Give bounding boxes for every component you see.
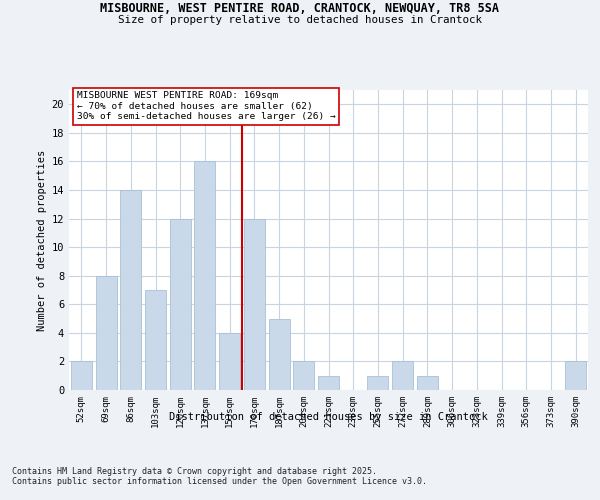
Text: MISBOURNE WEST PENTIRE ROAD: 169sqm
← 70% of detached houses are smaller (62)
30: MISBOURNE WEST PENTIRE ROAD: 169sqm ← 70…	[77, 92, 335, 122]
Bar	[120, 190, 141, 390]
Text: Contains HM Land Registry data © Crown copyright and database right 2025.: Contains HM Land Registry data © Crown c…	[12, 468, 377, 476]
Y-axis label: Number of detached properties: Number of detached properties	[37, 150, 47, 330]
Bar	[219, 333, 240, 390]
Bar	[293, 362, 314, 390]
Text: Contains public sector information licensed under the Open Government Licence v3: Contains public sector information licen…	[12, 478, 427, 486]
Bar	[269, 318, 290, 390]
Bar	[244, 218, 265, 390]
Bar	[417, 376, 438, 390]
Bar	[318, 376, 339, 390]
Bar	[145, 290, 166, 390]
Bar	[565, 362, 586, 390]
Bar	[170, 218, 191, 390]
Text: Distribution of detached houses by size in Crantock: Distribution of detached houses by size …	[169, 412, 488, 422]
Text: Size of property relative to detached houses in Crantock: Size of property relative to detached ho…	[118, 15, 482, 25]
Text: MISBOURNE, WEST PENTIRE ROAD, CRANTOCK, NEWQUAY, TR8 5SA: MISBOURNE, WEST PENTIRE ROAD, CRANTOCK, …	[101, 2, 499, 16]
Bar	[367, 376, 388, 390]
Bar	[194, 162, 215, 390]
Bar	[95, 276, 116, 390]
Bar	[71, 362, 92, 390]
Bar	[392, 362, 413, 390]
